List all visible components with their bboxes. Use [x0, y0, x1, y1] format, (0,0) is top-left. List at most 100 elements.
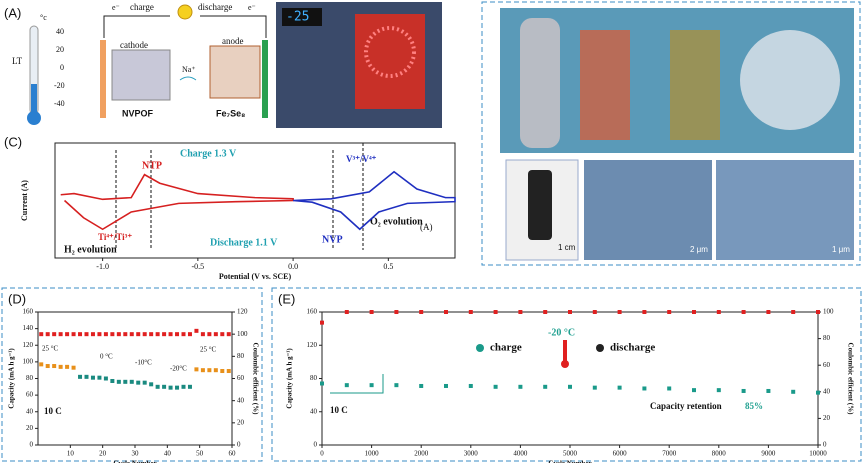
data-point [84, 332, 89, 337]
sem-image [584, 160, 712, 260]
x-tick-label: 6000 [613, 450, 628, 458]
panel-e-frame [271, 287, 862, 462]
annotation: H₂ evolution [64, 244, 117, 255]
data-point [90, 375, 95, 380]
annotation: Discharge 1.1 V [210, 237, 278, 248]
guide-lines [115, 143, 364, 250]
x-tick-label: 40 [164, 450, 172, 458]
panel-label: (A) [4, 5, 21, 20]
data-point [207, 368, 212, 373]
cathode-material: NVPOF [122, 108, 154, 118]
y-axis-label: Capacity (mA h g⁻¹) [286, 348, 294, 409]
data-point [155, 384, 160, 389]
y-tick-label: 160 [23, 308, 34, 316]
x-axis-label: Cycle Number [113, 460, 156, 463]
data-point [45, 332, 50, 337]
data-point [103, 376, 108, 381]
data-point [168, 385, 173, 390]
data-point [207, 332, 212, 337]
thermo-tick: 20 [56, 45, 64, 54]
data-point [194, 367, 199, 372]
scale-label: 1 μm [832, 245, 850, 254]
annotation: 10 C [330, 405, 348, 415]
display [282, 8, 322, 26]
data-point [766, 310, 771, 314]
y2-tick-label: 60 [237, 374, 245, 382]
x-tick-label: 30 [132, 450, 140, 458]
panel-label: (E) [278, 291, 295, 306]
data-point [129, 379, 134, 384]
y2-axis-label: Coulombic efficient (%) [251, 343, 259, 416]
data-point [642, 310, 647, 314]
data-point [45, 364, 50, 369]
x-tick-label: 3000 [464, 450, 479, 458]
sem-image [716, 160, 854, 260]
thermometer-icon [563, 340, 567, 362]
y-tick-label: 120 [23, 341, 34, 349]
charge-label: charge [130, 2, 154, 12]
legend-marker [476, 344, 484, 352]
electron-label: e⁻ [248, 3, 256, 12]
data-point [320, 320, 324, 325]
y-tick-label: 0 [30, 441, 34, 449]
data-point [369, 310, 374, 314]
data-point [129, 332, 134, 337]
data-point [518, 310, 523, 314]
data-point [493, 384, 498, 389]
y-tick-label: 80 [310, 374, 318, 382]
data-point [394, 383, 399, 388]
led-skull [364, 26, 416, 78]
thermo-tick: -40 [54, 99, 65, 108]
data-point [97, 375, 102, 380]
scale-label: 1 cm [558, 243, 576, 252]
data-point [136, 380, 141, 385]
data-point [116, 379, 121, 384]
discharge-label: discharge [198, 2, 232, 12]
annotation: Ti⁴⁺/Ti³⁺ [98, 232, 132, 242]
series-label: NVP [322, 234, 343, 245]
x-tick-label: 10000 [809, 450, 827, 458]
electron-label: e⁻ [112, 3, 120, 12]
data-point [123, 332, 128, 337]
y-tick-label: 140 [23, 324, 34, 332]
annotation: O₂ evolution [370, 216, 423, 227]
illustration-part [580, 30, 630, 140]
x-tick-label: 2000 [414, 450, 429, 458]
thermo-tick: 40 [56, 27, 64, 36]
y-tick-label: 160 [307, 308, 318, 316]
data-point [543, 384, 548, 389]
data-point [617, 385, 622, 390]
panel-b-frame [481, 1, 861, 266]
data-point [97, 332, 102, 337]
data-point [78, 374, 83, 379]
y2-tick-label: 60 [823, 361, 831, 369]
data-point [194, 328, 199, 333]
data-point [181, 332, 186, 337]
y2-tick-label: 20 [237, 418, 245, 426]
data-point [142, 380, 147, 385]
data-point [213, 368, 218, 373]
thermometer-icon [561, 360, 569, 368]
data-point [716, 388, 721, 393]
data-point [213, 332, 218, 337]
x-tick-label: 8000 [712, 450, 727, 458]
data-point [162, 384, 167, 389]
x-axis-label: Cycle Number [548, 460, 591, 463]
series-line [293, 170, 456, 231]
data-point [617, 310, 622, 314]
anode-label: anode [222, 36, 244, 46]
thermometer [27, 25, 41, 125]
y-axis-label: Current (A) [20, 180, 29, 221]
x-tick-label: 60 [229, 450, 237, 458]
legend-label: charge [490, 342, 522, 354]
data-point [58, 332, 63, 337]
led-board [355, 14, 425, 109]
data-point [149, 332, 154, 337]
data-point [200, 368, 205, 373]
legend-marker [596, 344, 604, 352]
annotation: 25 °C [200, 346, 217, 354]
x-tick-label: 4000 [513, 450, 528, 458]
data-point [692, 310, 696, 314]
data-point [181, 384, 186, 389]
